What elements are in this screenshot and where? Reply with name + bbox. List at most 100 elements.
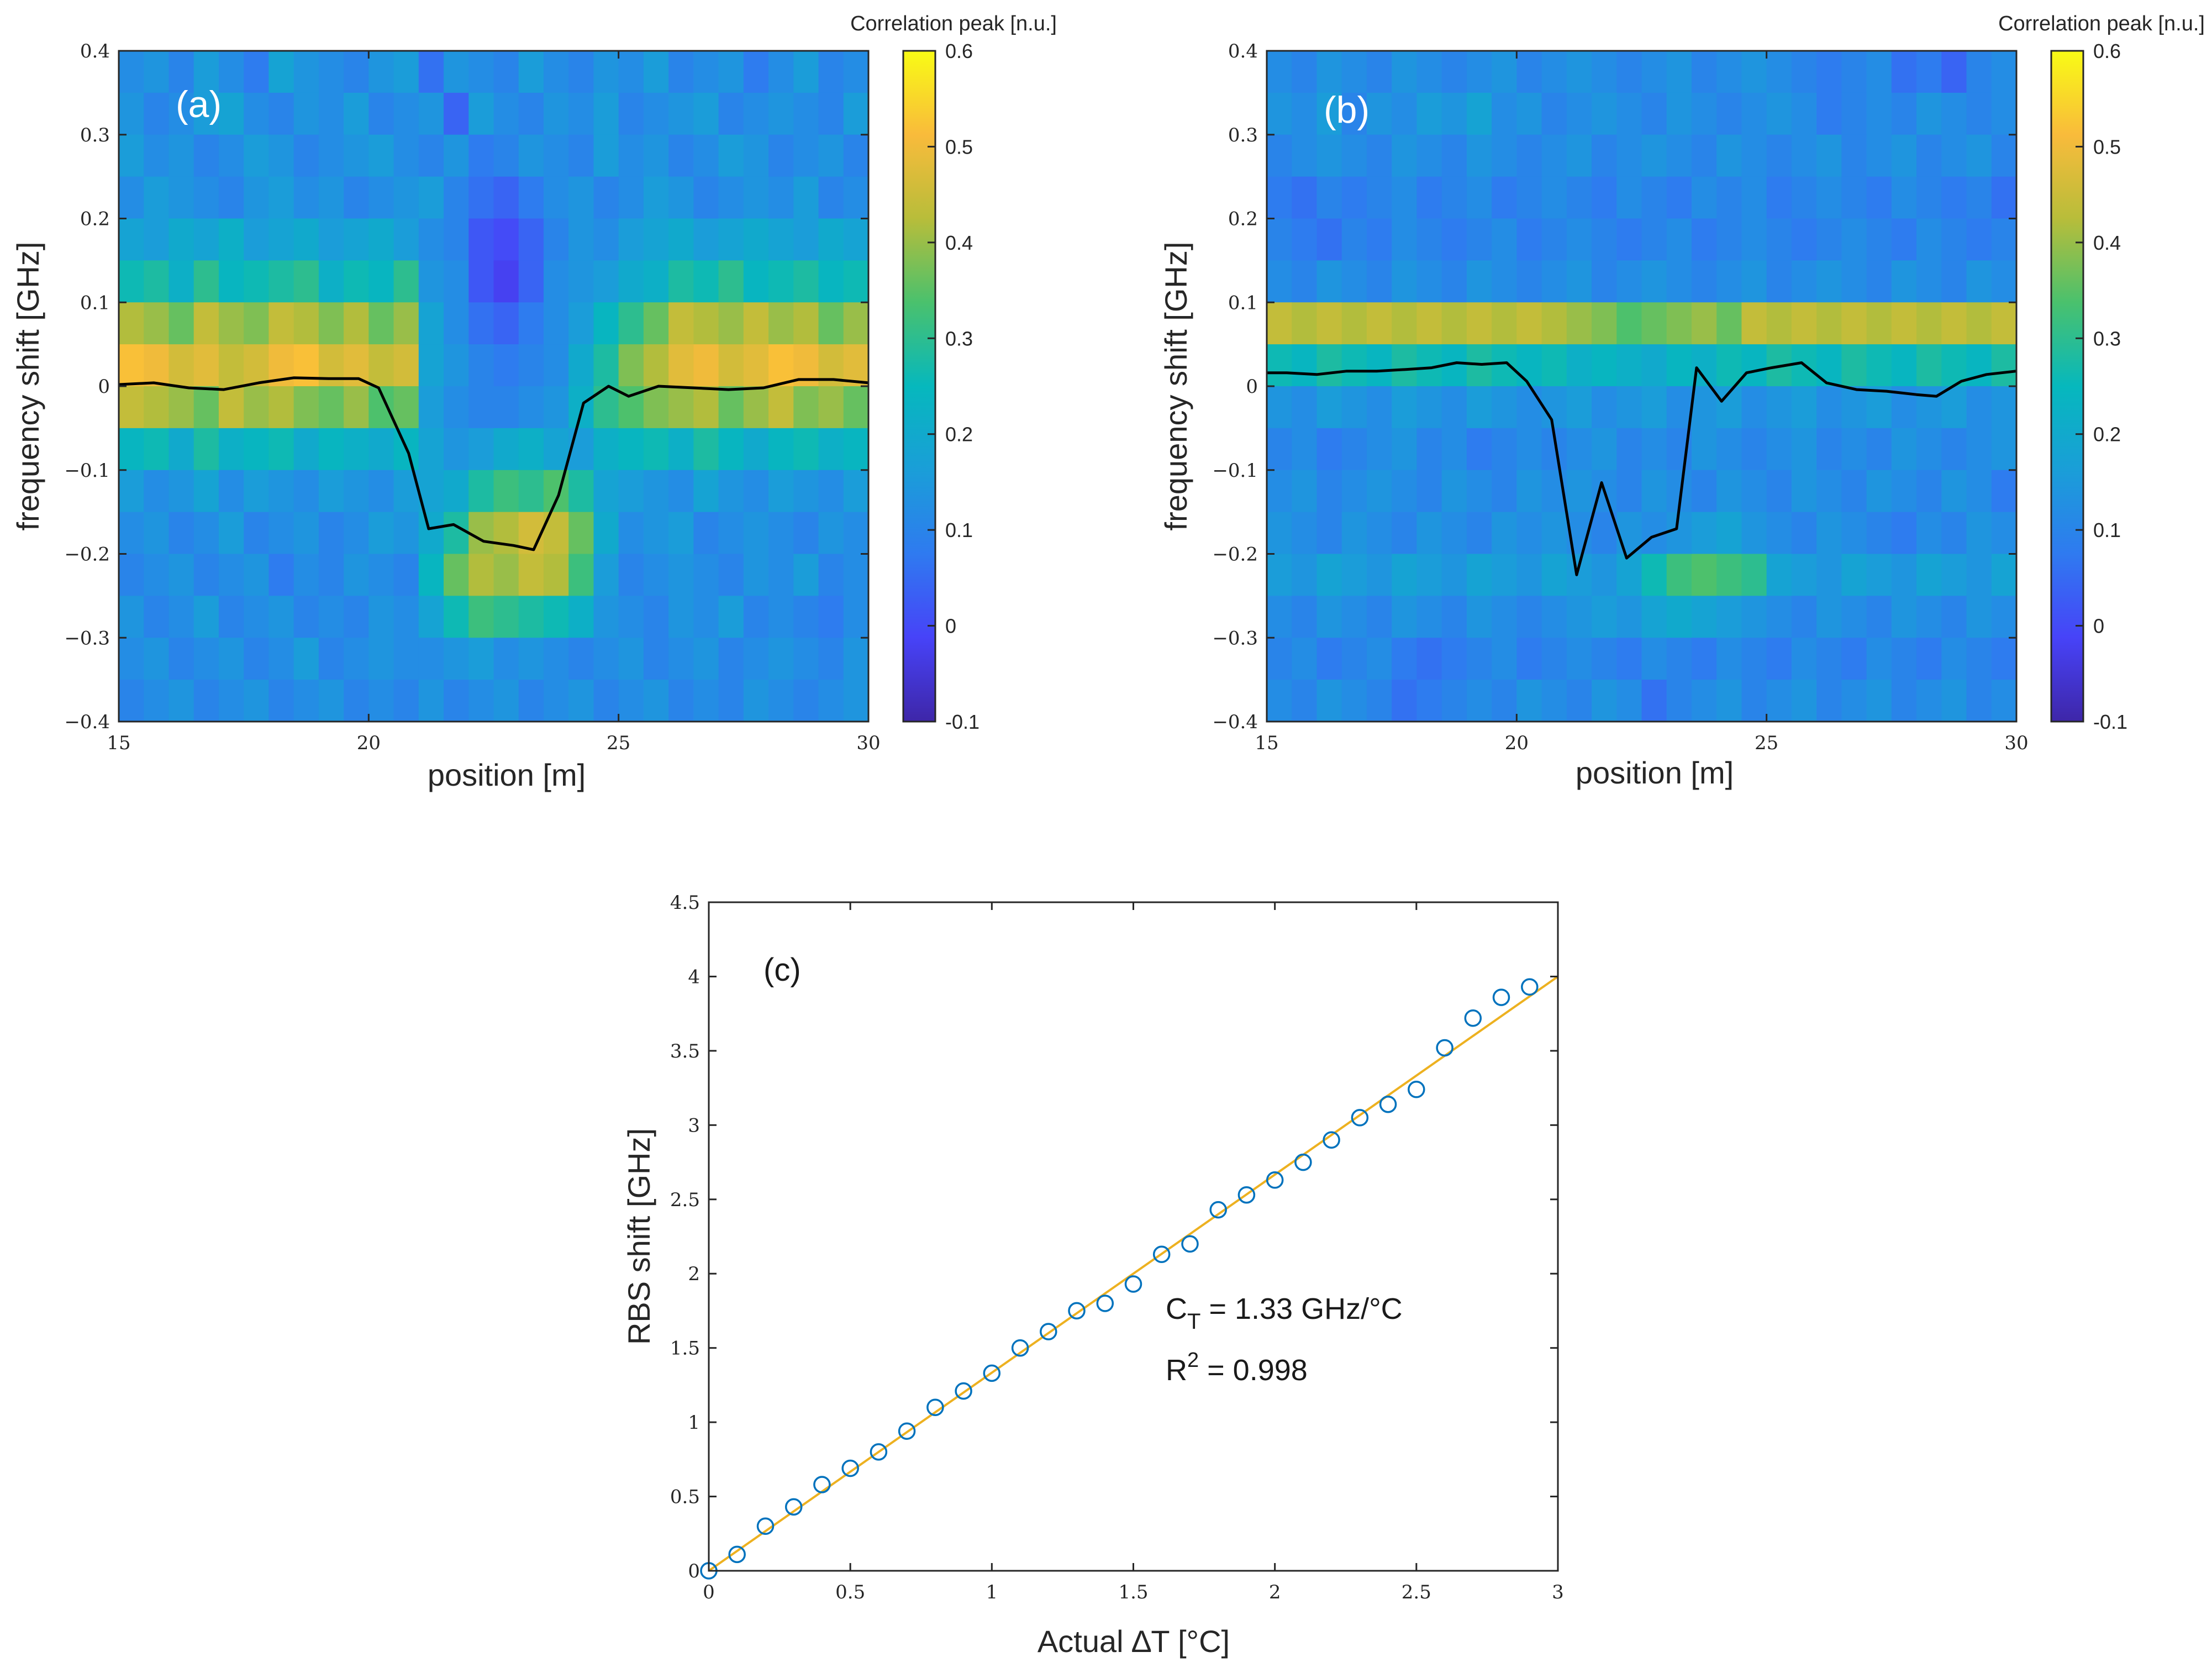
heatmap-cell [768, 92, 794, 135]
heatmap-cell [1691, 680, 1717, 722]
heatmap-cell [1741, 470, 1767, 513]
panel-b-colorbar-title: Correlation peak [n.u.] [1998, 12, 2205, 35]
x-tick-label: 1 [986, 1581, 998, 1603]
heatmap-cell [1267, 470, 1292, 513]
heatmap-cell [144, 92, 170, 135]
heatmap-cell [693, 596, 719, 638]
y-tick-label: 1 [688, 1412, 700, 1434]
heatmap-cell [1267, 680, 1292, 722]
heatmap-cell [1766, 302, 1792, 345]
heatmap-cell [393, 134, 419, 177]
heatmap-cell [843, 386, 869, 429]
heatmap-cell [843, 134, 869, 177]
heatmap-cell [144, 470, 170, 513]
panel-c-y-ticks: 4.5 4 3.5 3 2.5 2 1.5 1 0.5 0 [670, 892, 1558, 1582]
heatmap-cell [643, 92, 669, 135]
heatmap-cell [1267, 134, 1292, 177]
heatmap-cell [1716, 680, 1742, 722]
panel-a-heatmap-cells [119, 51, 869, 722]
heatmap-cell [1466, 92, 1492, 135]
heatmap-cell [1516, 176, 1542, 219]
heatmap-cell [1941, 554, 1967, 596]
heatmap-cell [643, 134, 669, 177]
panel-a-ylabel: frequency shift [GHz] [10, 242, 45, 531]
heatmap-cell [1566, 680, 1592, 722]
heatmap-cell [1841, 51, 1867, 93]
colorbar-tick-label: 0.4 [2093, 232, 2121, 254]
heatmap-cell [1341, 344, 1367, 387]
heatmap-cell [1541, 596, 1567, 638]
y-tick-label: 1.5 [670, 1338, 700, 1360]
heatmap-cell [119, 386, 144, 429]
heatmap-cell [1592, 596, 1617, 638]
heatmap-cell [218, 260, 244, 303]
heatmap-cell [218, 218, 244, 261]
heatmap-cell [543, 302, 569, 345]
heatmap-cell [193, 344, 219, 387]
data-point [898, 1422, 916, 1440]
heatmap-cell [1791, 218, 1817, 261]
heatmap-cell [1966, 302, 1992, 345]
heatmap-cell [1716, 512, 1742, 555]
heatmap-cell [1766, 680, 1792, 722]
heatmap-cell [193, 92, 219, 135]
heatmap-cell [1416, 386, 1442, 429]
heatmap-cell [293, 344, 319, 387]
x-tick-label: 30 [2004, 732, 2028, 754]
heatmap-cell [1716, 470, 1742, 513]
data-point [1181, 1235, 1199, 1253]
heatmap-cell [119, 92, 144, 135]
heatmap-cell [468, 344, 494, 387]
heatmap-cell [1766, 554, 1792, 596]
heatmap-cell [1991, 470, 2017, 513]
heatmap-cell [1616, 51, 1642, 93]
heatmap-cell [344, 176, 369, 219]
heatmap-cell [1816, 554, 1842, 596]
heatmap-cell [1592, 218, 1617, 261]
heatmap-cell [1666, 302, 1692, 345]
heatmap-cell [1991, 176, 2017, 219]
heatmap-cell [1366, 680, 1392, 722]
heatmap-cell [818, 470, 844, 513]
heatmap-cell [743, 134, 769, 177]
heatmap-cell [1616, 344, 1642, 387]
heatmap-cell [1666, 680, 1692, 722]
heatmap-cell [1991, 134, 2017, 177]
heatmap-cell [318, 428, 344, 471]
y-tick-label: 0.4 [1228, 40, 1258, 62]
heatmap-cell [718, 470, 744, 513]
heatmap-cell [1641, 302, 1667, 345]
coef-rest: = 1.33 GHz/°C [1200, 1292, 1402, 1325]
heatmap-cell [318, 470, 344, 513]
heatmap-cell [1541, 554, 1567, 596]
heatmap-cell [368, 176, 394, 219]
heatmap-cell [793, 470, 819, 513]
heatmap-cell [1316, 51, 1342, 93]
heatmap-cell [1841, 176, 1867, 219]
heatmap-cell [668, 512, 694, 555]
heatmap-cell [593, 218, 619, 261]
heatmap-cell [718, 428, 744, 471]
heatmap-cell [444, 344, 469, 387]
heatmap-cell [668, 134, 694, 177]
heatmap-cell [1691, 512, 1717, 555]
heatmap-cell [768, 386, 794, 429]
heatmap-cell [318, 260, 344, 303]
heatmap-cell [168, 638, 194, 680]
heatmap-cell [393, 512, 419, 555]
heatmap-cell [818, 554, 844, 596]
heatmap-cell [618, 596, 644, 638]
heatmap-cell [268, 51, 294, 93]
heatmap-cell [1991, 638, 2017, 680]
heatmap-cell [1492, 218, 1517, 261]
heatmap-cell [1916, 302, 1942, 345]
heatmap-cell [418, 302, 444, 345]
heatmap-cell [1566, 176, 1592, 219]
heatmap-cell [768, 344, 794, 387]
heatmap-cell [1492, 680, 1517, 722]
heatmap-cell [693, 470, 719, 513]
heatmap-cell [618, 260, 644, 303]
heatmap-cell [218, 386, 244, 429]
heatmap-cell [1841, 680, 1867, 722]
heatmap-cell [568, 260, 594, 303]
